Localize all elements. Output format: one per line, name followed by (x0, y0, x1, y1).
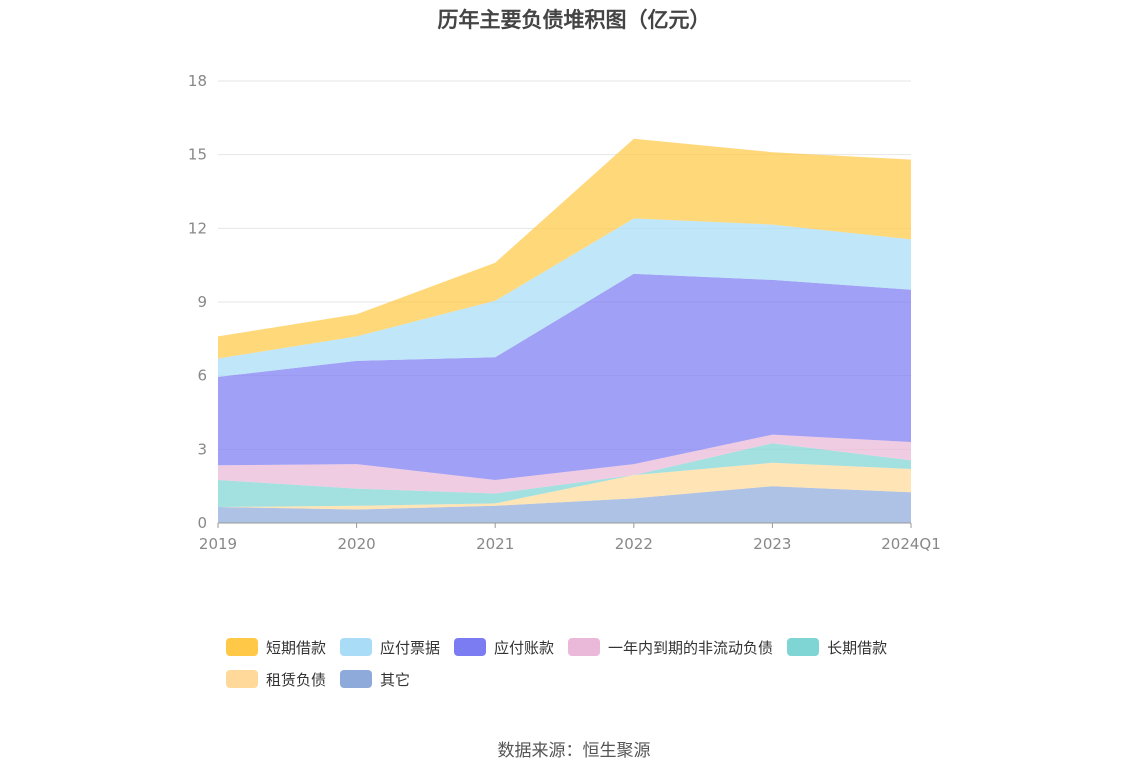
legend-label: 一年内到期的非流动负债 (608, 638, 774, 657)
legend-label: 长期借款 (827, 638, 888, 657)
area-一年内到期的非流动负债[interactable] (218, 434, 911, 494)
legend-swatch (568, 638, 601, 656)
legend-swatch (454, 638, 487, 656)
legend-label: 应付票据 (380, 638, 441, 657)
area-租赁负债[interactable] (218, 462, 911, 510)
legend-swatch (340, 670, 373, 688)
legend-item[interactable]: 应付票据 (340, 636, 440, 658)
area-短期借款[interactable] (218, 138, 911, 359)
legend-item[interactable]: 应付账款 (454, 636, 554, 658)
legend-item[interactable]: 短期借款 (226, 636, 326, 658)
y-tick-label: 15 (188, 146, 207, 164)
legend-item[interactable]: 租赁负债 (226, 668, 326, 690)
y-tick-label: 18 (188, 72, 207, 90)
legend-label: 应付账款 (494, 638, 555, 657)
x-tick-label: 2021 (476, 535, 514, 553)
legend-swatch (340, 638, 373, 656)
x-tick-label: 2019 (199, 535, 237, 553)
legend-swatch (787, 638, 820, 656)
legend: 短期借款 应付票据 应付账款 一年内到期的非流动负债 长期借款租赁负债 其它 (226, 636, 946, 690)
legend-label: 租赁负债 (266, 670, 327, 689)
y-tick-label: 3 (197, 440, 207, 458)
chart-title: 历年主要负债堆积图（亿元） (437, 8, 711, 32)
legend-item[interactable]: 其它 (340, 668, 410, 690)
area-series (218, 138, 911, 523)
y-tick-label: 12 (188, 219, 207, 237)
legend-swatch (226, 638, 258, 656)
y-tick-label: 6 (197, 367, 207, 385)
legend-swatch (226, 670, 258, 688)
area-其它[interactable] (218, 486, 911, 523)
axes: 0 3 6 9 12 15 18 2019 2020 2021 2022 2023 2024Q1 (188, 72, 941, 553)
y-tick-label: 0 (197, 514, 207, 532)
legend-item[interactable]: 一年内到期的非流动负债 (568, 636, 773, 658)
area-长期借款[interactable] (218, 443, 911, 507)
x-tick-label: 2023 (753, 535, 791, 553)
legend-label: 其它 (380, 670, 411, 689)
x-tick-label: 2020 (338, 535, 376, 553)
x-tick-label: 2024Q1 (881, 535, 941, 553)
stacked-area-chart: 0 3 6 9 12 15 18 2019 2020 2021 2022 2023 2024Q1 (188, 72, 941, 553)
x-tick-label: 2022 (615, 535, 653, 553)
data-source: 数据来源：恒生聚源 (497, 741, 651, 761)
area-应付账款[interactable] (218, 273, 911, 480)
legend-label: 短期借款 (266, 638, 327, 657)
y-tick-label: 9 (197, 293, 207, 311)
area-应付票据[interactable] (218, 218, 911, 377)
legend-item[interactable]: 长期借款 (787, 636, 887, 658)
